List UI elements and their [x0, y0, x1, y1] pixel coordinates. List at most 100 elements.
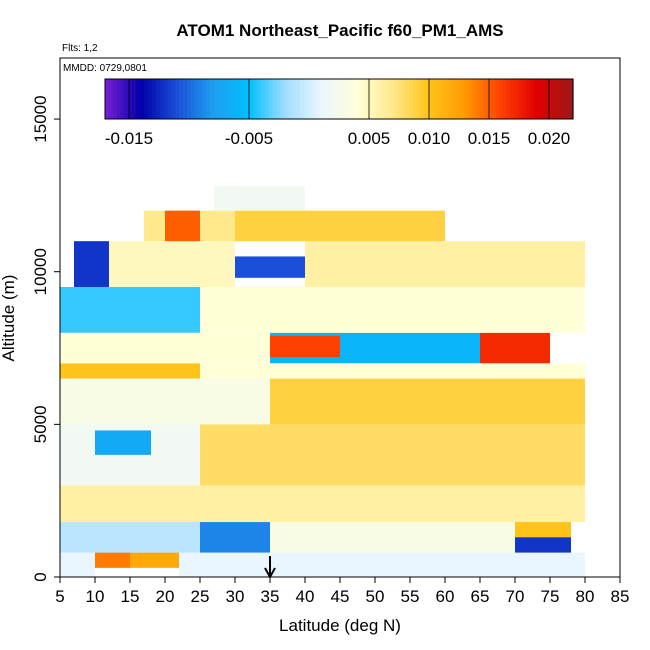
colorbar-segment [557, 79, 562, 119]
colorbar-tick-label: 0.010 [408, 129, 451, 148]
colorbar-segment [463, 79, 469, 119]
colorbar-segment [354, 79, 360, 119]
x-tick-label: 20 [156, 587, 175, 606]
colorbar-segment [350, 79, 356, 119]
colorbar-segment [467, 79, 473, 119]
colorbar-segment [491, 79, 496, 119]
heatmap-cell [74, 241, 109, 287]
colorbar-segment [249, 79, 254, 119]
colorbar-segment [479, 79, 484, 119]
colorbar: -0.015 -0.005 0.005 0.010 0.015 0.020 [104, 78, 574, 148]
plot-area [60, 186, 585, 577]
colorbar-segment [300, 79, 305, 119]
colorbar-segment [105, 79, 110, 119]
colorbar-segment [124, 79, 129, 119]
dates-label: MMDD: 0729,0801 [63, 63, 147, 74]
colorbar-segment [323, 79, 328, 119]
heatmap-cell [60, 522, 200, 553]
colorbar-segment [514, 79, 519, 119]
colorbar-segment [393, 79, 399, 119]
colorbar-segment [565, 79, 570, 119]
colorbar-segment [116, 79, 122, 119]
x-tick-label: 50 [366, 587, 385, 606]
y-axis: 0 5000 10000 15000 [31, 95, 60, 582]
colorbar-segment [378, 79, 383, 119]
colorbar-segment [284, 79, 289, 119]
colorbar-segment [303, 79, 309, 119]
heatmap-cell [60, 332, 270, 364]
colorbar-segment [374, 79, 379, 119]
colorbar-segment [171, 79, 176, 119]
heatmap-cell [200, 286, 585, 333]
colorbar-segment [459, 79, 465, 119]
x-tick-label: 75 [541, 587, 560, 606]
colorbar-segment [530, 79, 535, 119]
x-tick-label: 65 [471, 587, 490, 606]
colorbar-segment [370, 79, 375, 119]
heatmap-cell [200, 522, 270, 553]
marker-arrow-head [264, 567, 276, 580]
colorbar-segment [487, 79, 492, 119]
y-tick-label: 5000 [31, 405, 50, 443]
colorbar-segment [190, 79, 196, 119]
heatmap-cell [95, 552, 130, 568]
colorbar-segment [444, 79, 449, 119]
colorbar-segment [436, 79, 441, 119]
colorbar-tick-label: -0.005 [225, 129, 273, 148]
colorbar-frame [104, 78, 574, 120]
x-tick-label: 25 [191, 587, 210, 606]
colorbar-segment [440, 79, 445, 119]
y-tick-label: 0 [31, 572, 50, 581]
heatmap-cell [60, 552, 95, 577]
x-tick-label: 40 [296, 587, 315, 606]
colorbar-segment [502, 79, 508, 119]
colorbar-segment [420, 79, 426, 119]
colorbar-segment [167, 79, 172, 119]
colorbar-segment [108, 79, 114, 119]
heatmap-cells [60, 186, 585, 577]
colorbar-segment [132, 79, 137, 119]
colorbar-segment [385, 79, 391, 119]
y-tick-label: 10000 [31, 248, 50, 295]
colorbar-segment [229, 79, 235, 119]
x-tick-label: 70 [506, 587, 525, 606]
heatmap-cell [480, 332, 550, 364]
x-axis: 5 10 15 20 25 30 35 40 45 50 55 60 65 70 75 80 85 [55, 577, 629, 606]
colorbar-tick-label: 0.015 [468, 129, 511, 148]
colorbar-segment [225, 79, 231, 119]
heatmap-cell [60, 485, 585, 523]
x-tick-label: 15 [121, 587, 140, 606]
colorbar-segment [381, 79, 387, 119]
y-tick-label: 15000 [31, 95, 50, 142]
colorbar-segment [140, 79, 145, 119]
colorbar-segment [120, 79, 126, 119]
x-tick-label: 35 [261, 587, 280, 606]
colorbar-segment [327, 79, 332, 119]
flights-label: Flts: 1,2 [62, 43, 98, 54]
heatmap-cell [214, 186, 305, 211]
x-tick-label: 10 [86, 587, 105, 606]
heatmap-cell [305, 241, 585, 287]
colorbar-segment [233, 79, 239, 119]
colorbar-segment [413, 79, 418, 119]
colorbar-segment [288, 79, 293, 119]
colorbar-segment [409, 79, 414, 119]
colorbar-segment [198, 79, 204, 119]
colorbar-tick-label: 0.005 [348, 129, 391, 148]
colorbar-segment [128, 79, 133, 119]
colorbar-segment [264, 79, 270, 119]
colorbar-segment [506, 79, 512, 119]
colorbar-segment [569, 79, 574, 119]
colorbar-segment [335, 79, 340, 119]
colorbar-segment [428, 79, 434, 119]
colorbar-segment [186, 79, 192, 119]
colorbar-segment [358, 79, 363, 119]
colorbar-segment [424, 79, 430, 119]
colorbar-segment [214, 79, 219, 119]
colorbar-segment [432, 79, 438, 119]
colorbar-segment [495, 79, 500, 119]
colorbar-segment [151, 79, 157, 119]
colorbar-tick-label: 0.020 [528, 129, 571, 148]
colorbar-segment [136, 79, 141, 119]
latitude-marker-arrow [264, 556, 276, 580]
